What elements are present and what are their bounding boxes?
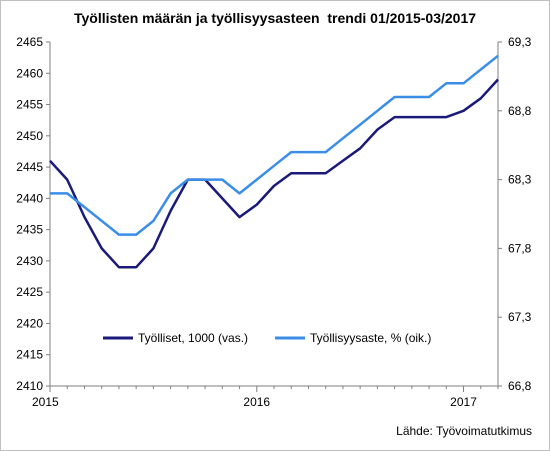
source-note: Lähde: Työvoimatutkimus — [396, 424, 532, 438]
y-right-tick-label: 67,8 — [508, 241, 532, 255]
series-line-tyollisyysaste — [50, 54, 499, 236]
y-left-tick-label: 2455 — [16, 98, 43, 112]
legend-label: Työlliset, 1000 (vas.) — [138, 331, 248, 345]
y-right-tick-label: 69,3 — [508, 35, 532, 49]
x-tick-label: 2016 — [243, 395, 270, 409]
y-left-tick-label: 2425 — [16, 285, 43, 299]
y-right-tick-label: 67,3 — [508, 310, 532, 324]
y-left-tick-label: 2450 — [16, 129, 43, 143]
y-left-tick-label: 2465 — [16, 35, 43, 49]
y-left-tick-label: 2445 — [16, 160, 43, 174]
y-left-tick-label: 2430 — [16, 254, 43, 268]
y-right-tick-label: 68,8 — [508, 104, 532, 118]
y-left-tick-label: 2420 — [16, 316, 43, 330]
y-left-tick-label: 2415 — [16, 348, 43, 362]
y-right-tick-label: 66,8 — [508, 379, 532, 393]
y-left-tick-label: 2435 — [16, 223, 43, 237]
chart-title: Työllisten määrän ja työllisyysasteen tr… — [73, 10, 477, 26]
series-line-tyolliset — [49, 78, 499, 269]
y-left-tick-label: 2460 — [16, 66, 43, 80]
y-left-tick-label: 2410 — [16, 379, 43, 393]
y-right-tick-label: 68,3 — [508, 173, 532, 187]
x-tick-label: 2015 — [32, 395, 59, 409]
legend-label: Työllisyysaste, % (oik.) — [310, 331, 431, 345]
y-left-tick-label: 2440 — [16, 191, 43, 205]
x-tick-label: 2017 — [450, 395, 477, 409]
